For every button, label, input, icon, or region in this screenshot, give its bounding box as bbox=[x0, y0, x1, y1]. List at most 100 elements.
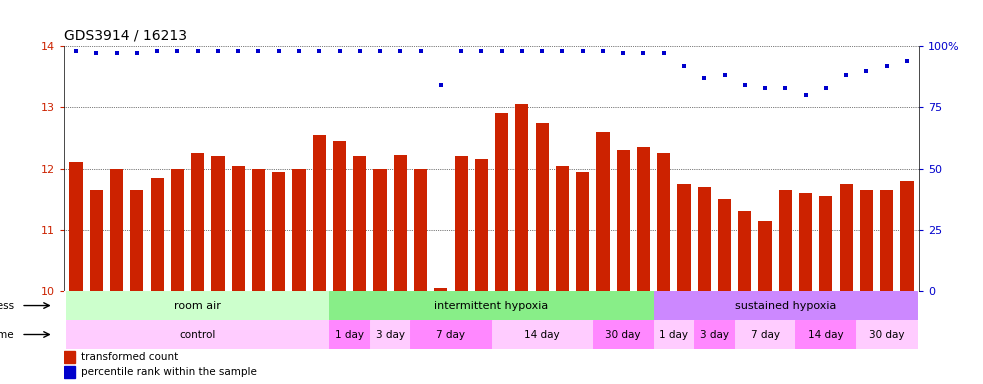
Point bbox=[757, 84, 773, 91]
Bar bbox=[370, 320, 411, 349]
Bar bbox=[313, 135, 325, 291]
Bar bbox=[576, 172, 589, 291]
Bar bbox=[475, 159, 488, 291]
Point bbox=[352, 48, 368, 54]
Point bbox=[535, 48, 550, 54]
Bar bbox=[658, 153, 670, 291]
Bar bbox=[89, 190, 103, 291]
Point bbox=[717, 73, 732, 79]
Bar bbox=[860, 190, 873, 291]
Bar bbox=[856, 320, 917, 349]
Bar bbox=[900, 181, 913, 291]
Bar bbox=[677, 184, 691, 291]
Point bbox=[899, 58, 915, 64]
Point bbox=[656, 50, 671, 56]
Bar bbox=[211, 156, 224, 291]
Point bbox=[575, 48, 591, 54]
Point bbox=[696, 75, 712, 81]
Point bbox=[373, 48, 388, 54]
Bar bbox=[654, 320, 694, 349]
Text: 30 day: 30 day bbox=[606, 329, 641, 339]
Bar bbox=[252, 169, 265, 291]
Bar bbox=[495, 113, 508, 291]
Point bbox=[493, 48, 509, 54]
Text: 1 day: 1 day bbox=[335, 329, 364, 339]
Point bbox=[818, 84, 834, 91]
Point bbox=[230, 48, 246, 54]
Bar bbox=[110, 169, 123, 291]
Bar bbox=[795, 320, 856, 349]
Point bbox=[413, 48, 429, 54]
Bar bbox=[333, 141, 346, 291]
Bar bbox=[738, 212, 751, 291]
Text: 3 day: 3 day bbox=[700, 329, 729, 339]
Bar bbox=[515, 104, 529, 291]
Bar bbox=[654, 291, 917, 320]
Point bbox=[514, 48, 530, 54]
Bar bbox=[597, 132, 609, 291]
Bar bbox=[718, 199, 731, 291]
Point bbox=[312, 48, 327, 54]
Text: 7 day: 7 day bbox=[436, 329, 466, 339]
Text: room air: room air bbox=[174, 301, 221, 311]
Point bbox=[858, 68, 874, 74]
Point bbox=[271, 48, 287, 54]
Bar bbox=[839, 184, 852, 291]
Text: 3 day: 3 day bbox=[376, 329, 405, 339]
Bar bbox=[171, 169, 184, 291]
Bar bbox=[880, 190, 894, 291]
Bar bbox=[131, 190, 144, 291]
Bar bbox=[414, 169, 428, 291]
Text: control: control bbox=[180, 329, 216, 339]
Bar bbox=[779, 190, 792, 291]
Bar bbox=[353, 156, 367, 291]
Point bbox=[879, 63, 895, 69]
Bar bbox=[593, 320, 654, 349]
Bar bbox=[232, 166, 245, 291]
Point bbox=[291, 48, 307, 54]
Bar bbox=[734, 320, 795, 349]
Text: 14 day: 14 day bbox=[808, 329, 843, 339]
Point bbox=[433, 82, 448, 88]
Point bbox=[778, 84, 793, 91]
Point bbox=[474, 48, 490, 54]
Text: time: time bbox=[0, 329, 15, 339]
Bar bbox=[555, 166, 569, 291]
Text: 14 day: 14 day bbox=[524, 329, 560, 339]
Text: GDS3914 / 16213: GDS3914 / 16213 bbox=[64, 28, 187, 42]
Point bbox=[453, 48, 469, 54]
Bar bbox=[150, 178, 164, 291]
Bar bbox=[536, 122, 549, 291]
Point bbox=[554, 48, 570, 54]
Point bbox=[149, 48, 165, 54]
Text: intermittent hypoxia: intermittent hypoxia bbox=[434, 301, 549, 311]
Bar bbox=[64, 351, 75, 363]
Text: sustained hypoxia: sustained hypoxia bbox=[734, 301, 836, 311]
Bar bbox=[64, 366, 75, 378]
Bar bbox=[492, 320, 593, 349]
Point bbox=[190, 48, 205, 54]
Point bbox=[392, 48, 408, 54]
Bar bbox=[616, 150, 630, 291]
Point bbox=[737, 82, 753, 88]
Point bbox=[210, 48, 226, 54]
Point bbox=[676, 63, 692, 69]
Bar bbox=[394, 155, 407, 291]
Bar bbox=[329, 320, 370, 349]
Bar bbox=[637, 147, 650, 291]
Text: 30 day: 30 day bbox=[869, 329, 904, 339]
Text: 1 day: 1 day bbox=[660, 329, 688, 339]
Point bbox=[331, 48, 347, 54]
Text: transformed count: transformed count bbox=[81, 352, 178, 362]
Bar bbox=[292, 169, 306, 291]
Point bbox=[615, 50, 631, 56]
Bar bbox=[66, 291, 329, 320]
Bar bbox=[434, 288, 447, 291]
Point bbox=[109, 50, 125, 56]
Bar bbox=[454, 156, 468, 291]
Bar bbox=[272, 172, 285, 291]
Point bbox=[636, 50, 652, 56]
Point bbox=[88, 50, 104, 56]
Point bbox=[68, 48, 84, 54]
Point bbox=[129, 50, 145, 56]
